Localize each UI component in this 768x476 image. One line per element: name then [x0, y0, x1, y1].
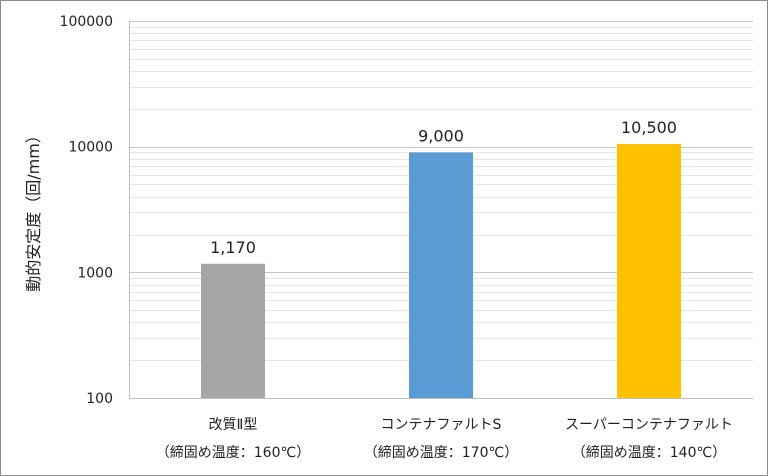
y-tick-label: 100000: [60, 14, 113, 30]
bars: [201, 144, 681, 398]
y-tick-label: 100: [86, 391, 113, 407]
data-label: 10,500: [621, 118, 677, 137]
category-label: コンテナファルトS: [381, 417, 502, 433]
bar: [409, 152, 473, 398]
category-sublabel: （締固め温度：170℃）: [364, 444, 518, 461]
category-label: 改質Ⅱ型: [209, 417, 258, 433]
y-tick-label: 10000: [68, 140, 113, 156]
data-label: 1,170: [210, 238, 256, 257]
bar: [201, 263, 265, 398]
category-label: スーパーコンテナファルト: [565, 417, 733, 433]
category-sublabel: （締固め温度：140℃）: [572, 444, 726, 461]
y-tick-label: 1000: [77, 265, 113, 281]
y-tick-labels: 100 1000 10000 100000: [60, 14, 113, 407]
data-label: 9,000: [418, 126, 464, 145]
data-labels: 1,170 9,000 10,500: [210, 118, 677, 257]
y-axis-title: 動的安定度（回/mm）: [24, 127, 43, 292]
category-labels: 改質Ⅱ型 （締固め温度：160℃） コンテナファルトS （締固め温度：170℃） スーパ…: [156, 417, 733, 461]
bar: [617, 144, 681, 398]
axes: [129, 21, 753, 399]
category-sublabel: （締固め温度：160℃）: [156, 444, 310, 461]
